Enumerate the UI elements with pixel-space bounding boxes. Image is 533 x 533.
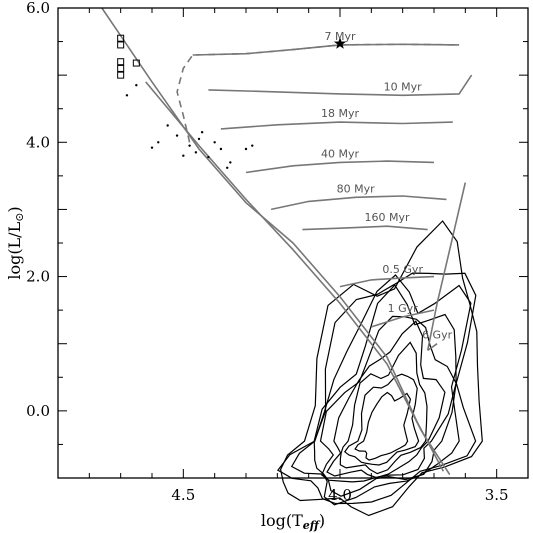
y-axis-label: log(L/L⊙)	[5, 206, 26, 279]
isochrone-labels: 7 Myr 10 Myr 18 Myr 40 Myr 80 Myr 160 Myr 0.5 …	[321, 30, 453, 342]
dot-marker	[244, 147, 248, 151]
isochrone-label: 7 Myr	[324, 30, 355, 43]
isochrone-line	[192, 43, 460, 56]
dot-marker	[213, 141, 216, 144]
isochrone-line	[339, 275, 435, 288]
x-tick-label: 4.5	[171, 486, 195, 504]
dot-marker	[150, 146, 154, 149]
isochrone-label: 160 Myr	[364, 211, 409, 224]
axis-ticks: 4.5 4.0 3.5 0.0 2.0 4.0 6.0	[26, 0, 529, 504]
dot-marker	[135, 84, 138, 87]
isochrone-line	[220, 121, 453, 130]
square-marker	[132, 59, 140, 67]
dot-marker	[188, 144, 191, 147]
isochrone-label: 40 Myr	[321, 147, 359, 160]
isochrone-label: 0.5 Gyr	[382, 263, 423, 276]
dot-marker	[182, 154, 185, 157]
isochrone-label: 80 Myr	[337, 182, 375, 195]
density-contours	[277, 220, 483, 517]
square-marker	[117, 34, 125, 42]
density-contour	[319, 315, 457, 483]
isochrone-line	[270, 195, 447, 211]
zams-lines	[101, 7, 467, 476]
dot-marker	[197, 137, 201, 141]
density-contour	[277, 272, 477, 505]
isochrone-line	[302, 225, 428, 231]
isochrone-label: 10 Myr	[384, 80, 422, 93]
isochrone-label: 1 Gyr	[388, 302, 419, 315]
y-tick-label: 0.0	[26, 402, 50, 420]
star-markers	[117, 34, 347, 169]
dot-marker	[194, 151, 198, 154]
isochrone-lines	[176, 43, 473, 352]
isochrone-line	[427, 343, 438, 352]
square-marker	[117, 64, 125, 72]
square-marker	[117, 58, 125, 66]
isochrone-label: 18 Myr	[321, 107, 359, 120]
isochrone-line	[208, 74, 473, 97]
isochrone-line	[371, 309, 435, 328]
dot-marker	[175, 134, 179, 137]
y-tick-label: 2.0	[26, 268, 50, 286]
dot-marker	[207, 155, 210, 159]
dashed-isochrone-track	[176, 43, 460, 143]
square-marker	[117, 71, 125, 79]
y-tick-label: 6.0	[26, 0, 50, 17]
dot-marker	[226, 166, 229, 169]
isochrone-label: 6 Gyr	[422, 329, 453, 342]
density-contour	[354, 391, 412, 461]
zams-line	[101, 7, 445, 472]
square-marker	[117, 41, 125, 49]
dot-marker	[166, 124, 169, 127]
dot-marker	[229, 161, 232, 164]
density-contour	[343, 373, 420, 466]
dot-marker	[157, 141, 160, 144]
density-contour	[339, 341, 428, 475]
dot-marker	[219, 147, 223, 151]
density-contour	[279, 220, 483, 517]
isochrone-line	[245, 160, 435, 174]
dot-marker	[200, 131, 204, 134]
star-marker	[333, 37, 347, 49]
density-contour	[326, 320, 446, 479]
y-tick-label: 4.0	[26, 133, 50, 151]
x-tick-label: 3.5	[485, 486, 509, 504]
x-tick-label: 4.0	[328, 486, 352, 504]
zams-line	[145, 81, 451, 476]
dot-marker	[125, 94, 129, 97]
dot-marker	[251, 144, 254, 147]
giant-branch-line	[426, 182, 467, 351]
